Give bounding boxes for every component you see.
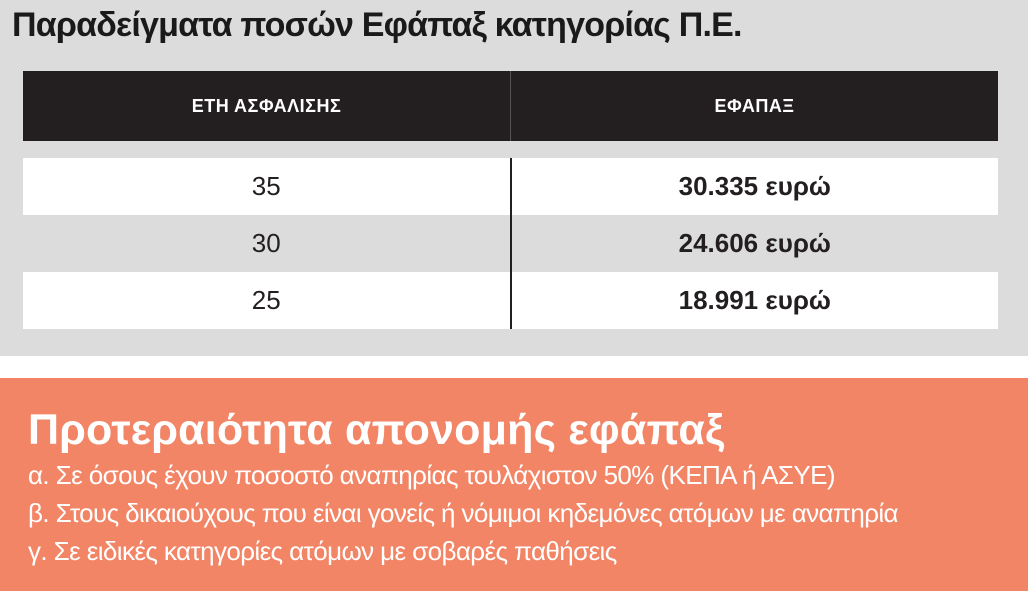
priority-item: β. Στους δικαιούχους που είναι γονείς ή …	[28, 498, 899, 528]
cell-years: 35	[23, 158, 512, 215]
table-body: 35 30.335 ευρώ 30 24.606 ευρώ 25 18.991 …	[23, 158, 998, 329]
page-title: Παραδείγματα ποσών Εφάπαξ κατηγορίας Π.Ε…	[12, 6, 742, 44]
table-row: 35 30.335 ευρώ	[23, 158, 998, 215]
cell-amount: 30.335 ευρώ	[678, 171, 831, 201]
priority-panel: Προτεραιότητα απονομής εφάπαξ α. Σε όσου…	[0, 378, 1028, 591]
cell-amount: 18.991 ευρώ	[678, 285, 831, 315]
priority-item: γ. Σε ειδικές κατηγορίες ατόμων με σοβαρ…	[28, 536, 617, 566]
table-header: ΕΤΗ ΑΣΦΑΛΙΣΗΣ ΕΦΑΠΑΞ	[23, 71, 998, 141]
cell-years: 30	[23, 215, 512, 272]
column-header-lump-sum: ΕΦΑΠΑΞ	[714, 95, 795, 116]
examples-panel: Παραδείγματα ποσών Εφάπαξ κατηγορίας Π.Ε…	[0, 0, 1028, 356]
table-row: 30 24.606 ευρώ	[23, 215, 998, 272]
cell-amount: 24.606 ευρώ	[678, 228, 831, 258]
column-header-years: ΕΤΗ ΑΣΦΑΛΙΣΗΣ	[23, 71, 511, 141]
cell-years: 25	[23, 272, 512, 329]
table-row: 25 18.991 ευρώ	[23, 272, 998, 329]
priority-item: α. Σε όσους έχουν ποσοστό αναπηρίας τουλ…	[28, 460, 835, 490]
priority-heading: Προτεραιότητα απονομής εφάπαξ	[28, 406, 725, 454]
